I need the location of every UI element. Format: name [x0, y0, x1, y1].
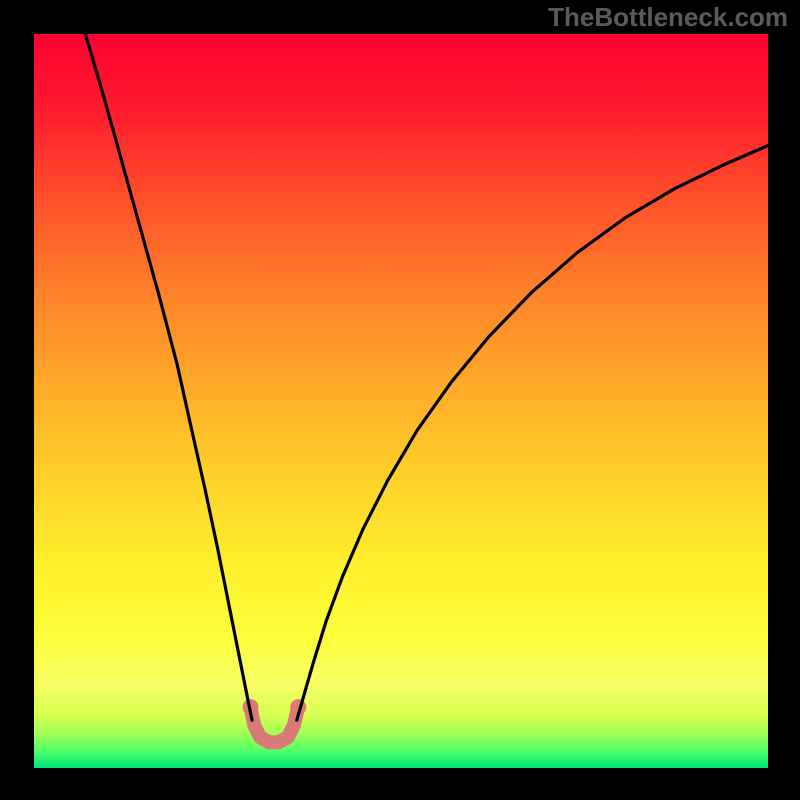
curve-right: [297, 146, 768, 721]
plot-svg: [34, 34, 768, 768]
chart-stage: TheBottleneck.com: [0, 0, 800, 800]
watermark-text: TheBottleneck.com: [548, 2, 788, 33]
curve-trough: [251, 707, 299, 742]
curve-left: [85, 34, 252, 720]
